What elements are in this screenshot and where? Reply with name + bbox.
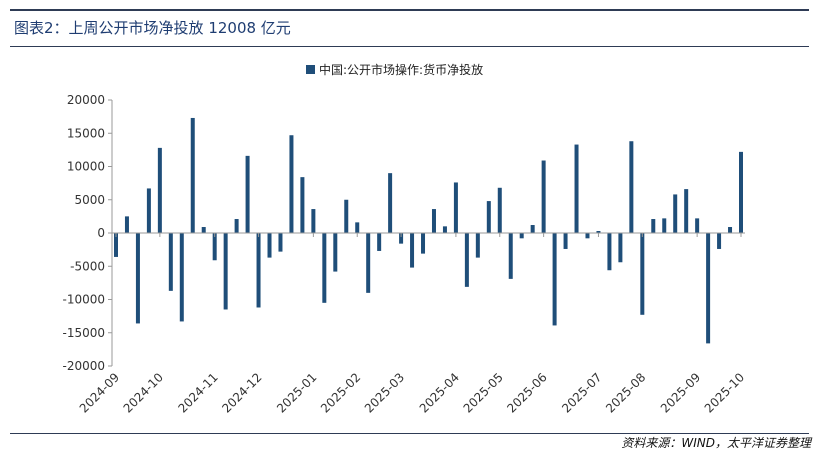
bar (344, 199, 349, 233)
bar (377, 233, 382, 251)
bar (519, 233, 524, 239)
zero-axis (112, 232, 745, 237)
bar (135, 233, 140, 324)
x-tick-label: 2025-10 (702, 370, 747, 415)
x-tick-label: 2025-07 (559, 370, 604, 415)
net-injection-bar-chart: 中国:公开市场操作:货币净投放 20000 15000 10000 5000 0 -500… (62, 62, 747, 416)
bar (662, 218, 667, 233)
x-tick-label: 2024-11 (175, 370, 220, 415)
bar (695, 218, 700, 233)
bar (146, 188, 151, 233)
bar (322, 233, 327, 303)
y-tick-label: 5000 (74, 193, 105, 207)
x-tick-label: 2025-05 (461, 370, 506, 415)
bar (552, 233, 557, 326)
bar (410, 233, 415, 268)
bar (596, 231, 601, 233)
bar (212, 233, 217, 261)
bar (530, 225, 535, 233)
x-tick-label: 2025-02 (318, 370, 363, 415)
bar (114, 233, 118, 257)
legend-swatch (306, 65, 315, 74)
bar (629, 141, 634, 233)
bottom-rule (10, 433, 809, 434)
x-tick-label: 2025-03 (362, 370, 407, 415)
y-tick-label: 15000 (67, 126, 105, 140)
bar (475, 233, 480, 258)
bar (640, 233, 645, 315)
x-tick-label: 2025-01 (274, 370, 319, 415)
bar (508, 233, 513, 279)
bar (256, 233, 261, 308)
x-tick-label: 2025-08 (603, 370, 648, 415)
bar (201, 227, 206, 233)
bar (728, 227, 733, 233)
x-tick-label: 2024-09 (77, 370, 122, 415)
bar (541, 160, 546, 233)
y-tick-label: 0 (97, 226, 105, 240)
bar (355, 222, 360, 233)
bar (673, 194, 678, 233)
bar (607, 233, 612, 271)
y-tick-label: 20000 (67, 93, 105, 107)
bar (399, 233, 404, 244)
bar-series (114, 117, 743, 344)
bar (311, 209, 316, 233)
y-axis: 20000 15000 10000 5000 0 -5000 -10000 -15000 -20… (62, 93, 113, 373)
bar (717, 233, 722, 249)
bar (739, 151, 743, 233)
x-tick-label: 2025-09 (658, 370, 703, 415)
bar (366, 233, 371, 293)
source-note: 资料来源：WIND，太平洋证券整理 (621, 436, 811, 450)
bar (300, 177, 305, 233)
bar (245, 155, 250, 233)
top-rule (10, 9, 809, 11)
chart-legend: 中国:公开市场操作:货币净投放 (306, 62, 483, 77)
x-tick-label: 2024-10 (121, 370, 166, 415)
bar (157, 147, 162, 233)
bar (168, 233, 173, 291)
y-tick-label: -15000 (62, 326, 105, 340)
bar (431, 209, 436, 233)
bar (421, 233, 426, 254)
bar (190, 117, 195, 233)
bar (464, 233, 469, 287)
bar (179, 233, 184, 322)
bar (333, 233, 338, 272)
y-tick-label: -5000 (70, 259, 105, 273)
bar (289, 135, 294, 233)
title-underline (10, 46, 809, 47)
x-tick-label: 2025-06 (504, 370, 549, 415)
bar (684, 189, 689, 233)
bar (278, 233, 283, 252)
bar (563, 233, 568, 249)
bar (574, 144, 579, 233)
x-tick-label: 2024-12 (219, 370, 264, 415)
x-tick-label: 2025-04 (417, 370, 462, 415)
bar (618, 233, 623, 263)
bar (267, 233, 272, 258)
bar (706, 233, 711, 344)
bar (453, 182, 458, 233)
bar (486, 201, 491, 233)
bar (442, 226, 447, 233)
legend-label: 中国:公开市场操作:货币净投放 (319, 62, 483, 77)
figure-title: 图表2：上周公开市场净投放 12008 亿元 (14, 19, 291, 37)
bar (585, 233, 590, 239)
bar (223, 233, 228, 310)
bar (124, 216, 129, 234)
bar (497, 187, 502, 233)
y-tick-label: -20000 (62, 359, 105, 373)
y-tick-label: 10000 (67, 160, 105, 174)
bar (234, 219, 239, 233)
y-tick-label: -10000 (62, 293, 105, 307)
bar (388, 173, 393, 233)
bar (651, 219, 656, 233)
